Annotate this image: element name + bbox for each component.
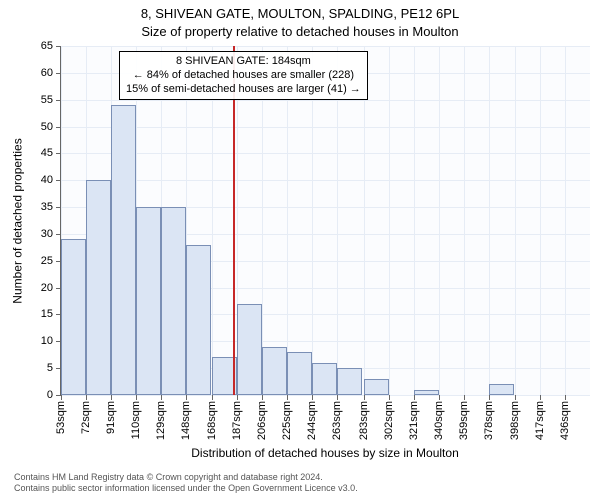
xtick-label: 378sqm xyxy=(483,401,495,440)
histogram-bar xyxy=(337,368,362,395)
xtick-label: 72sqm xyxy=(80,401,92,434)
xtick-label: 340sqm xyxy=(433,401,445,440)
histogram-bar xyxy=(161,207,186,395)
xtick-label: 206sqm xyxy=(256,401,268,440)
xtick-label: 359sqm xyxy=(458,401,470,440)
ytick-label: 10 xyxy=(41,335,53,347)
xtick-label: 168sqm xyxy=(206,401,218,440)
xtick-label: 110sqm xyxy=(130,401,142,439)
xtick-label: 129sqm xyxy=(155,401,167,440)
histogram-bar xyxy=(86,180,111,395)
ytick-label: 15 xyxy=(41,308,53,320)
xtick-label: 398sqm xyxy=(509,401,521,440)
ytick-label: 55 xyxy=(41,94,53,106)
xtick-label: 302sqm xyxy=(383,401,395,440)
histogram-bar xyxy=(287,352,312,395)
ytick-label: 5 xyxy=(47,362,53,374)
address-title: 8, SHIVEAN GATE, MOULTON, SPALDING, PE12… xyxy=(0,6,600,21)
attribution-footer: Contains HM Land Registry data © Crown c… xyxy=(14,472,358,495)
histogram-bar xyxy=(364,379,389,395)
y-axis-label: Number of detached properties xyxy=(10,46,26,396)
annotation-line1: 8 SHIVEAN GATE: 184sqm xyxy=(126,55,361,69)
histogram-bar xyxy=(312,363,337,395)
ytick-label: 65 xyxy=(41,40,53,52)
ytick-label: 45 xyxy=(41,147,53,159)
histogram-bar xyxy=(414,390,439,395)
histogram-bar xyxy=(237,304,262,395)
chart-subtitle: Size of property relative to detached ho… xyxy=(0,24,600,39)
ytick-label: 35 xyxy=(41,201,53,213)
histogram-bar xyxy=(61,239,86,395)
marker-annotation-box: 8 SHIVEAN GATE: 184sqm ← 84% of detached… xyxy=(119,51,368,100)
histogram-bar xyxy=(489,384,514,395)
xtick-label: 436sqm xyxy=(559,401,571,440)
footer-line2: Contains public sector information licen… xyxy=(14,483,358,494)
xtick-label: 244sqm xyxy=(306,401,318,440)
annotation-line2: ← 84% of detached houses are smaller (22… xyxy=(126,69,361,83)
xtick-label: 263sqm xyxy=(331,401,343,440)
ytick-label: 40 xyxy=(41,174,53,186)
histogram-bar xyxy=(262,347,287,395)
histogram-bar xyxy=(136,207,161,395)
ytick-label: 25 xyxy=(41,255,53,267)
histogram-bar xyxy=(111,105,136,395)
ytick-label: 20 xyxy=(41,282,53,294)
xtick-label: 91sqm xyxy=(105,401,117,434)
xtick-label: 283sqm xyxy=(358,401,370,440)
x-axis-label: Distribution of detached houses by size … xyxy=(60,446,590,460)
xtick-label: 417sqm xyxy=(534,401,546,440)
ytick-label: 50 xyxy=(41,121,53,133)
ytick-label: 30 xyxy=(41,228,53,240)
histogram-plot: 0510152025303540455055606553sqm72sqm91sq… xyxy=(60,46,590,396)
histogram-bar xyxy=(186,245,211,395)
xtick-label: 148sqm xyxy=(180,401,192,440)
annotation-line3: 15% of semi-detached houses are larger (… xyxy=(126,83,361,97)
xtick-label: 53sqm xyxy=(55,401,67,434)
footer-line1: Contains HM Land Registry data © Crown c… xyxy=(14,472,358,483)
xtick-label: 187sqm xyxy=(231,401,243,440)
ytick-label: 60 xyxy=(41,67,53,79)
ytick-label: 0 xyxy=(47,389,53,401)
xtick-label: 225sqm xyxy=(281,401,293,440)
xtick-label: 321sqm xyxy=(408,401,420,440)
